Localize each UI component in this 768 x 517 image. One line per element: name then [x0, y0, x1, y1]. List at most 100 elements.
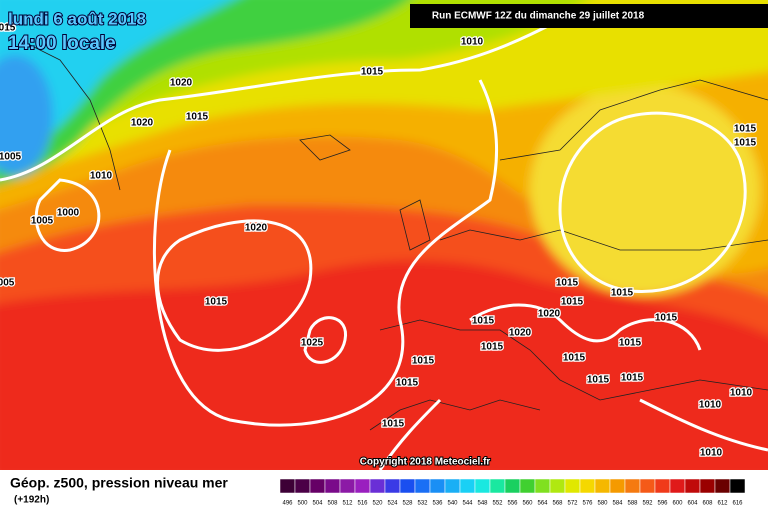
- colorbar-label: 516: [357, 501, 368, 507]
- colorbar-swatch: [564, 478, 581, 494]
- isobar-label: 1015: [361, 67, 384, 78]
- colorbar-swatch: [399, 478, 416, 494]
- isobar-label: 1015: [561, 297, 584, 308]
- colorbar-label: 532: [417, 501, 428, 507]
- isobar-label: 1015: [412, 356, 435, 367]
- isobar-label: 1015: [563, 353, 586, 364]
- colorbar-label: 596: [657, 501, 668, 507]
- colorbar-label: 508: [327, 501, 338, 507]
- colorbar-label: 524: [387, 501, 398, 507]
- colorbar-label: 568: [552, 501, 563, 507]
- colorbar-label: 576: [582, 501, 593, 507]
- isobar-label: 1015: [621, 373, 644, 384]
- isobar-label: 1015: [734, 124, 757, 135]
- isobar-label: 1015: [481, 342, 504, 353]
- colorbar-swatch: [714, 478, 731, 494]
- colorbar-swatch: [489, 478, 506, 494]
- colorbar-label: 504: [312, 501, 323, 507]
- forecast-time: 14:00 locale: [8, 33, 116, 54]
- isobar-label: 1010: [699, 400, 722, 411]
- colorbar-swatch: [369, 478, 386, 494]
- isobar-label: 1020: [509, 328, 532, 339]
- forecast-date: lundi 6 août 2018: [8, 9, 146, 28]
- isobar-label: 1005: [31, 216, 54, 227]
- run-box: [410, 4, 768, 28]
- colorbar-label: 592: [642, 501, 653, 507]
- colorbar-swatch: [519, 478, 536, 494]
- isobar-label: 1000: [57, 208, 80, 219]
- colorbar-label: 612: [717, 501, 728, 507]
- colorbar-swatch: [309, 478, 326, 494]
- isobar-label: 1015: [396, 378, 419, 389]
- colorbar-swatch: [684, 478, 701, 494]
- isobar-label: 1015: [186, 112, 209, 123]
- isobar-label: 1020: [245, 223, 268, 234]
- colorbar-swatch: [474, 478, 491, 494]
- colorbar-swatch: [654, 478, 671, 494]
- lead-time: (+192h): [14, 495, 49, 506]
- isobar-label: 1015: [734, 138, 757, 149]
- colorbar-label: 604: [687, 501, 698, 507]
- colorbar-swatch: [324, 478, 341, 494]
- isobar-label: 1010: [730, 388, 753, 399]
- colorbar-swatch: [609, 478, 626, 494]
- isobar-label: 1020: [170, 78, 193, 89]
- colorbar-label: 564: [537, 501, 548, 507]
- colorbar-label: 560: [522, 501, 533, 507]
- isobar-label: 1010: [700, 448, 723, 459]
- colorbar-label: 496: [282, 501, 293, 507]
- colorbar-label: 572: [567, 501, 578, 507]
- colorbar-swatch: [534, 478, 551, 494]
- isobar-label: 1020: [131, 118, 154, 129]
- colorbar-label: 580: [597, 501, 608, 507]
- colorbar-label: 528: [402, 501, 413, 507]
- isobar-label: 1010: [461, 37, 484, 48]
- colorbar-swatch: [384, 478, 401, 494]
- isobar-label: 1015: [556, 278, 579, 289]
- isobar-label: 1015: [655, 313, 678, 324]
- field: [0, 0, 768, 480]
- colorbar-label: 556: [507, 501, 518, 507]
- colorbar-label: 584: [612, 501, 623, 507]
- colorbar-label: 520: [372, 501, 383, 507]
- colorbar-label: 540: [447, 501, 458, 507]
- colorbar-swatch: [594, 478, 611, 494]
- colorbar-swatch: [429, 478, 446, 494]
- colorbar-swatch: [699, 478, 716, 494]
- colorbar-swatch: [354, 478, 371, 494]
- colorbar-swatch: [729, 478, 746, 494]
- colorbar: 496 500 504 508 512 516 520 524 528 532 536 540 544 5…: [279, 478, 746, 507]
- isobar-label: 1015: [472, 316, 495, 327]
- isobars: [0, 18, 768, 471]
- coastlines: [19, 39, 768, 431]
- colorbar-label: 552: [492, 501, 503, 507]
- colorbar-swatch: [339, 478, 356, 494]
- colorbar-label: 588: [627, 501, 638, 507]
- isobar-label: 1015: [587, 375, 610, 386]
- colorbar-label: 600: [672, 501, 683, 507]
- isobar-label: 1015: [619, 338, 642, 349]
- colorbar-label: 512: [342, 501, 353, 507]
- colorbar-label: 500: [297, 501, 308, 507]
- copyright: Copyright 2018 Meteociel.fr: [360, 457, 491, 468]
- colorbar-label: 536: [432, 501, 443, 507]
- colorbar-swatch: [669, 478, 686, 494]
- colorbar-swatch: [414, 478, 431, 494]
- isobar-label: 1020: [538, 309, 561, 320]
- colorbar-swatch: [639, 478, 656, 494]
- isobar-label: 1015: [382, 419, 405, 430]
- run-label: Run ECMWF 12Z du dimanche 29 juillet 201…: [432, 11, 645, 22]
- colorbar-swatch: [504, 478, 521, 494]
- colorbar-swatch: [579, 478, 596, 494]
- colorbar-swatch: [459, 478, 476, 494]
- colorbar-swatch: [549, 478, 566, 494]
- colorbar-label: 608: [702, 501, 713, 507]
- isobar-label: 1015: [611, 288, 634, 299]
- colorbar-label: 616: [732, 501, 743, 507]
- footer-title: Géop. z500, pression niveau mer: [10, 475, 228, 491]
- isobar-labels: 0151010101510201015102010101005100510001…: [0, 21, 758, 460]
- colorbar-label: 544: [462, 501, 473, 507]
- colorbar-label: 548: [477, 501, 488, 507]
